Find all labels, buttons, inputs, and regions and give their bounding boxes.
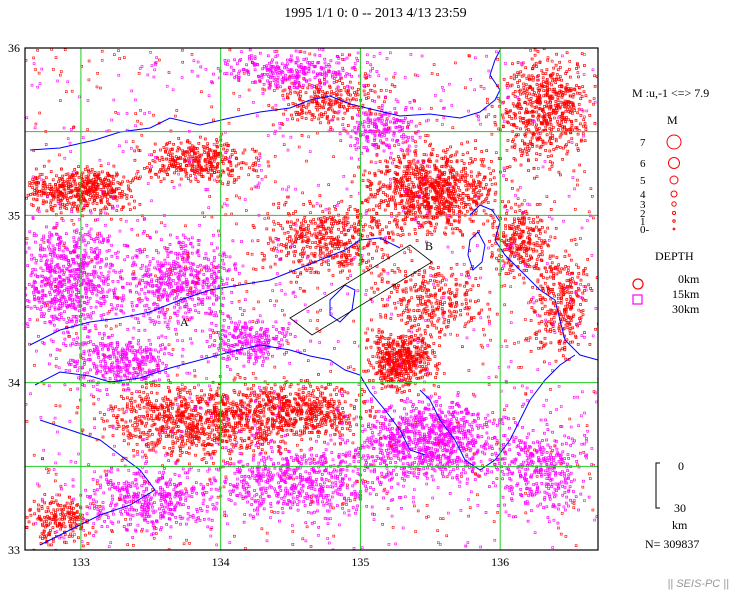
depth-scale-bar xyxy=(655,462,660,509)
magnitude-value: 3 xyxy=(640,199,646,211)
magnitude-circle xyxy=(666,134,682,150)
section-label-b: B xyxy=(425,239,433,253)
lon-tick-label: 136 xyxy=(491,555,509,569)
coastline xyxy=(29,49,598,546)
depth-shallow-marker xyxy=(632,278,644,290)
magnitude-circle xyxy=(672,219,676,223)
cross-section-line xyxy=(289,244,433,336)
magnitude-value: 7 xyxy=(640,137,646,149)
magnitude-value: 0- xyxy=(640,224,650,236)
event-count: N= 309837 xyxy=(645,537,699,551)
depth-value-30: 30km xyxy=(672,302,700,316)
magnitude-circle xyxy=(671,201,677,207)
seis-pc-footer: || SEIS-PC || xyxy=(667,578,729,590)
magnitude-value: 4 xyxy=(640,189,646,201)
lat-tick-label: 35 xyxy=(8,208,20,222)
scale-bottom: 30 xyxy=(674,501,686,515)
magnitude-value: 5 xyxy=(640,175,646,187)
coastline-biwa-lake xyxy=(467,231,486,271)
coastline-shikoku-south xyxy=(39,419,156,546)
depth-legend-title: DEPTH xyxy=(655,249,694,263)
scale-top: 0 xyxy=(678,459,684,473)
magnitude-circle xyxy=(671,210,677,216)
depth-value-0: 0km xyxy=(678,272,700,286)
map-grid xyxy=(25,48,598,550)
magnitude-range: M :u,-1 <=> 7.9 xyxy=(632,86,709,100)
magnitude-circle xyxy=(670,190,678,198)
magnitude-legend-title: M xyxy=(667,113,678,127)
lat-tick-label: 36 xyxy=(8,41,20,55)
depth-deep-marker xyxy=(632,294,643,305)
magnitude-circle xyxy=(672,227,676,231)
lat-tick-label: 34 xyxy=(8,376,20,390)
coastline-shikoku xyxy=(34,344,426,456)
lon-tick-label: 134 xyxy=(212,555,230,569)
lat-tick-label: 33 xyxy=(8,543,20,557)
map-axes: 133 134 135 136 36 35 34 33 xyxy=(8,41,509,569)
magnitude-value: 2 xyxy=(640,208,646,220)
lon-tick-label: 135 xyxy=(351,555,369,569)
depth-value-15: 15km xyxy=(672,287,700,301)
scale-unit: km xyxy=(672,518,688,532)
magnitude-value: 1 xyxy=(640,216,646,228)
coastline-setouchi-north xyxy=(29,237,401,346)
section-label-a: A xyxy=(180,315,189,329)
map-frame xyxy=(24,47,599,551)
coastline-kii-peninsula xyxy=(419,354,576,471)
lon-tick-label: 133 xyxy=(72,555,90,569)
magnitude-circle xyxy=(669,175,679,185)
magnitude-value: 6 xyxy=(640,158,646,170)
coastline-honshu-north xyxy=(29,49,501,151)
magnitude-circle xyxy=(668,157,680,169)
map-title: 1995 1/1 0: 0 -- 2013 4/13 23:59 xyxy=(284,6,467,21)
coastline-wakasa-bay xyxy=(469,204,598,361)
earthquake-points xyxy=(25,48,598,550)
